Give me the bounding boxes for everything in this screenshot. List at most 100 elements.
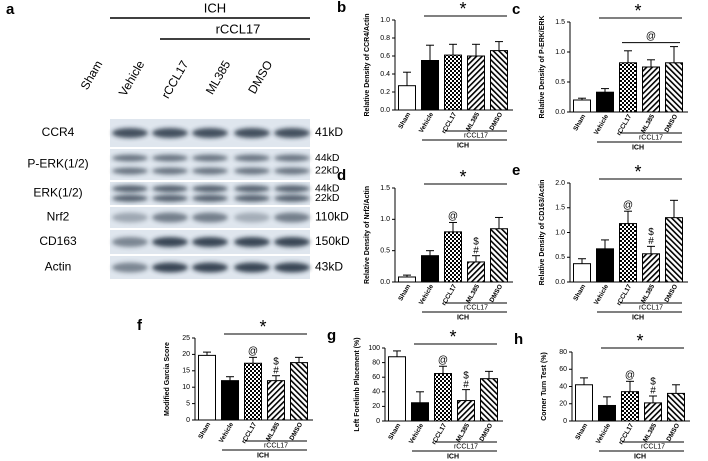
group-label: ICH <box>632 314 644 321</box>
y-tick-label: 5 <box>186 400 190 407</box>
y-tick-label: 1.0 <box>555 49 565 56</box>
band <box>112 154 148 162</box>
marker: $ <box>650 377 656 388</box>
y-tick-label: 0 <box>376 418 380 425</box>
y-tick-label: 0.8 <box>380 35 390 42</box>
band <box>192 167 228 175</box>
band <box>112 167 148 175</box>
bar <box>398 276 416 283</box>
bar <box>596 91 614 113</box>
marker: @ <box>625 370 635 381</box>
y-tick-label: 20 <box>559 401 567 408</box>
x-tick-label: Sham <box>397 111 412 130</box>
bar <box>642 253 660 283</box>
x-tick-label: DMSO <box>663 283 679 303</box>
x-tick-label: ML385 <box>642 422 658 443</box>
x-tick-label: ML385 <box>640 113 656 134</box>
significance-label: * <box>634 1 641 21</box>
subgroup-label: rCCL17 <box>454 443 478 450</box>
y-tick-label: 20 <box>372 403 380 410</box>
y-tick-label: 0.0 <box>555 109 565 116</box>
x-tick-label: Vehicle <box>218 421 235 444</box>
bar <box>444 54 462 111</box>
subgroup-label: rCCL17 <box>641 443 665 450</box>
band <box>152 128 188 138</box>
y-tick-label: 60 <box>372 374 380 381</box>
protein-label: P-ERK(1/2) <box>27 157 88 171</box>
band <box>152 194 188 202</box>
protein-label: CD163 <box>39 234 77 248</box>
significance-label: * <box>259 317 266 337</box>
bar <box>667 392 685 422</box>
y-tick-label: 80 <box>559 349 567 356</box>
protein-label: Actin <box>45 260 72 274</box>
x-tick-label: Sham <box>574 422 589 441</box>
y-tick-label: 0.0 <box>380 107 390 114</box>
bar <box>244 362 262 421</box>
x-tick-label: ML385 <box>265 421 281 442</box>
y-tick-label: 100 <box>368 345 380 352</box>
bar <box>398 85 416 111</box>
band <box>234 154 270 162</box>
y-tick-label: 0.5 <box>555 79 565 86</box>
group-label: ICH <box>457 314 469 321</box>
marker: $ <box>273 356 279 367</box>
marker: # <box>463 379 469 390</box>
bar <box>619 62 637 113</box>
size-label: 22kD <box>315 192 340 204</box>
band <box>152 237 188 247</box>
bar <box>421 255 439 283</box>
panel-letter: b <box>337 0 346 16</box>
band <box>274 212 310 223</box>
bar <box>434 373 452 422</box>
marker: @ <box>438 355 448 366</box>
band <box>274 237 310 247</box>
x-tick-label: Sham <box>572 113 587 132</box>
band <box>234 212 270 223</box>
bar <box>490 228 508 283</box>
y-tick-label: 0.0 <box>555 279 565 286</box>
subgroup-label: rCCL17 <box>639 304 663 311</box>
y-tick-label: 0.5 <box>380 248 390 255</box>
marker: # <box>473 245 479 256</box>
size-label: 110kD <box>315 210 349 224</box>
band <box>234 128 270 138</box>
band <box>234 185 270 193</box>
bar <box>411 402 429 422</box>
x-tick-label: DMSO <box>478 422 494 442</box>
bar <box>467 261 485 283</box>
x-tick-label: ML385 <box>465 111 481 132</box>
y-tick-label: 1.0 <box>380 216 390 223</box>
x-tick-label: DMSO <box>288 421 304 441</box>
y-tick-label: 0.5 <box>555 254 565 261</box>
band <box>192 194 228 202</box>
y-tick-label: 0 <box>563 418 567 425</box>
y-axis-label: Relative Density of CD163/Actin <box>539 180 546 286</box>
group-label: ICH <box>204 0 226 15</box>
lane-label: DMSO <box>245 58 275 96</box>
band <box>234 167 270 175</box>
bar <box>596 248 614 283</box>
x-tick-label: Vehicle <box>418 283 435 306</box>
bar <box>267 380 285 421</box>
x-tick-label: DMSO <box>665 422 681 442</box>
subgroup-label: rCCL17 <box>264 442 288 449</box>
y-axis-label: Corner Turn Test (%) <box>541 352 548 421</box>
bar <box>619 223 637 283</box>
x-tick-label: Sham <box>572 283 587 302</box>
y-tick-label: 80 <box>372 359 380 366</box>
band <box>274 262 310 273</box>
band <box>112 212 148 223</box>
bar <box>644 402 662 422</box>
y-axis-label: Relative Density of CCR4/Actin <box>364 13 371 116</box>
protein-label: ERK(1/2) <box>33 186 82 200</box>
subgroup-label: rCCL17 <box>639 134 663 141</box>
y-tick-label: 1.5 <box>555 19 565 26</box>
x-tick-label: Vehicle <box>408 422 425 445</box>
marker: # <box>648 236 654 247</box>
marker: $ <box>463 370 469 381</box>
x-tick-label: ML385 <box>465 283 481 304</box>
y-tick-label: 20 <box>182 351 190 358</box>
band <box>112 237 148 247</box>
marker: @ <box>248 346 258 357</box>
